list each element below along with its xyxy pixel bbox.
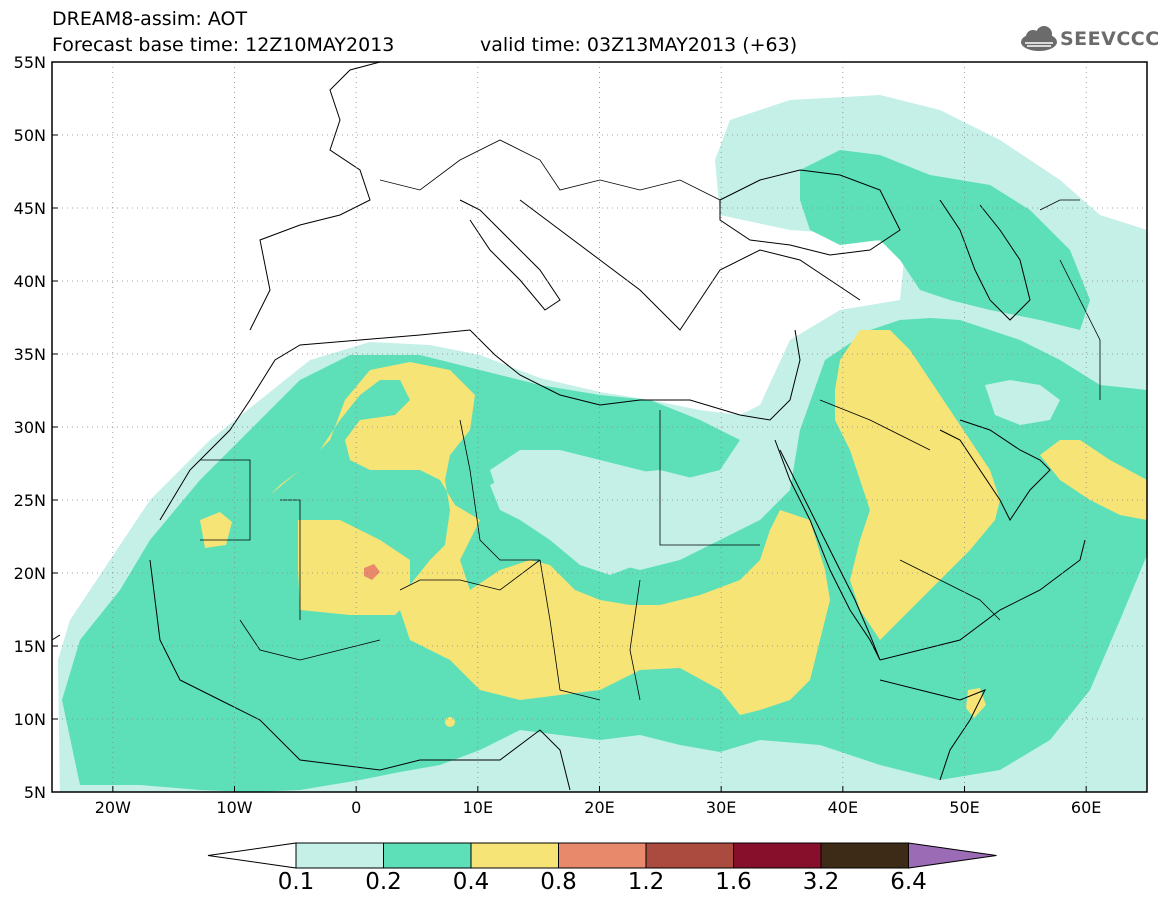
lat-tick-label: 50N <box>14 126 46 145</box>
coastline-north-africa <box>159 329 801 521</box>
coastline-balkans <box>519 199 861 331</box>
border-libya-egypt <box>659 410 760 546</box>
lon-tick-label: 50E <box>949 798 979 817</box>
aot-0.1-patch-iran <box>985 380 1060 425</box>
map-title: DREAM8-assim: AOT <box>52 8 248 30</box>
seevccc-logo <box>1021 26 1057 51</box>
aot-shading <box>58 95 1147 792</box>
colorbar-label: 1.2 <box>627 869 665 895</box>
lon-tick-label: 30E <box>706 798 736 817</box>
coastline-west-africa <box>149 559 571 791</box>
colorbar-segment <box>470 842 559 869</box>
lat-tick-label: 45N <box>14 199 46 218</box>
lat-tick-label: 20N <box>14 564 46 583</box>
border-sudan-chad <box>539 559 641 701</box>
aot-0.4-region-sahara <box>270 362 830 715</box>
colorbar-segment <box>733 842 822 869</box>
lon-tick-label: 20W <box>95 798 131 817</box>
lat-tick-label: 55N <box>14 53 46 72</box>
lat-tick-label: 15N <box>14 637 46 656</box>
colorbar-label: 0.4 <box>452 869 490 895</box>
lon-tick-label: 40E <box>828 798 858 817</box>
colorbar-over-triangle <box>908 842 997 869</box>
gridlines <box>52 62 1147 792</box>
lon-tick-label: 60E <box>1071 798 1101 817</box>
valid-time: valid time: 03Z13MAY2013 (+63) <box>480 34 798 56</box>
colorbar-label: 0.1 <box>277 869 315 895</box>
border-europe <box>379 139 721 201</box>
coastline-black-sea <box>719 169 901 256</box>
colorbar-label: 1.6 <box>715 869 752 895</box>
lon-tick-label: 20E <box>584 798 614 817</box>
coastline-europe <box>52 62 381 641</box>
aot-0.4-region-gulf <box>1040 440 1147 520</box>
coastline-horn-africa <box>879 679 987 781</box>
coastline-arabia-south <box>879 539 1086 661</box>
logo-text: SEEVCCC <box>1060 28 1160 50</box>
border-iran <box>1039 199 1101 400</box>
colorbar-label: 0.8 <box>540 869 577 895</box>
border-algeria-libya <box>459 419 540 561</box>
colorbar-under-triangle <box>207 842 297 869</box>
lat-tick-label: 10N <box>14 710 46 729</box>
aot-0.4-region-mali <box>298 520 410 615</box>
lat-tick-label: 5N <box>24 783 46 802</box>
lon-tick-label: 10E <box>463 798 493 817</box>
coastline-caspian <box>939 199 1031 321</box>
lat-tick-label: 30N <box>14 418 46 437</box>
aot-0.4-region-arabia <box>835 330 1000 640</box>
lat-tick-label: 40N <box>14 272 46 291</box>
axis-ticks: 55N 50N 45N 40N 35N 30N 25N 20N 15N 10N 5N 20W 10W 0 1… <box>14 53 1102 817</box>
aot-0.2-patch-caucasus <box>800 150 1090 330</box>
lat-tick-label: 25N <box>14 491 46 510</box>
aot-0.4-spot-mauritania <box>200 512 232 548</box>
colorbar-segment <box>820 842 909 869</box>
lon-tick-label: 10W <box>216 798 252 817</box>
aot-0.4-spot-nigeria <box>445 717 455 727</box>
border-arabia <box>819 399 1001 621</box>
colorbar-label: 6.4 <box>890 869 927 895</box>
colorbar <box>207 842 997 869</box>
border-africa-west <box>200 459 381 661</box>
colorbar-segment <box>558 842 647 869</box>
borders <box>200 139 1101 701</box>
colorbar-segment <box>383 842 472 869</box>
forecast-base-time: Forecast base time: 12Z10MAY2013 <box>52 34 395 56</box>
aot-0.8-spot <box>364 564 380 580</box>
border-sahel <box>280 499 541 620</box>
colorbar-label: 0.2 <box>365 869 402 895</box>
colorbar-label: 3.2 <box>802 869 840 895</box>
colorbar-segment <box>645 842 734 869</box>
lon-tick-label: 0 <box>351 798 361 817</box>
lat-tick-label: 35N <box>14 345 46 364</box>
colorbar-segment <box>295 842 384 869</box>
aot-0.1-patch-libya <box>490 470 770 575</box>
coastlines <box>52 62 1086 791</box>
coastline-italy <box>459 199 561 311</box>
cloud-icon <box>1021 26 1057 51</box>
coastline-persian-gulf <box>939 419 1051 521</box>
